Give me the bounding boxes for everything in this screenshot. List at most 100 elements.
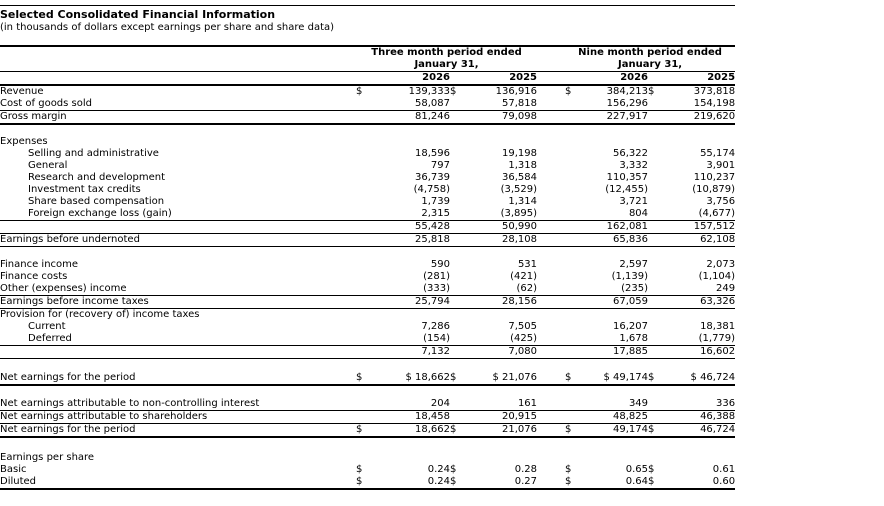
- currency-symbol: $: [565, 372, 580, 386]
- row-label: Other (expenses) income: [0, 283, 356, 296]
- three-month-date-header: January 31,: [356, 59, 538, 72]
- row-value: 16,602: [668, 345, 736, 359]
- column-gap: [537, 410, 566, 424]
- row-value: 58,087: [370, 98, 450, 111]
- currency-symbol: [356, 283, 370, 296]
- column-gap: [537, 259, 565, 271]
- row-value: 384,213: [606, 86, 649, 97]
- row-label: Net earnings attributable to non-control…: [0, 398, 356, 411]
- three-month-period-header: Three month period ended: [371, 47, 522, 58]
- row-value: 1,678: [579, 333, 649, 346]
- currency-symbol: [648, 220, 669, 234]
- row-value: 0.64: [579, 476, 649, 490]
- row-value: 65,836: [579, 233, 649, 247]
- row-value: (3,895): [470, 208, 538, 221]
- currency-symbol: [450, 148, 470, 160]
- row-value: (4,677): [668, 208, 736, 221]
- row-value: 219,620: [668, 110, 736, 125]
- year-column-header: 2025: [470, 71, 538, 86]
- currency-symbol: [450, 271, 470, 283]
- table-row: Cost of goods sold 58,087 57,818 156,296 154…: [0, 98, 736, 111]
- row-value: 62,108: [668, 233, 736, 247]
- currency-symbol: [648, 136, 668, 148]
- column-gap: [537, 333, 566, 346]
- row-value: 2,315: [370, 208, 450, 221]
- row-value: 797: [430, 160, 450, 171]
- row-value: (421): [510, 271, 538, 282]
- column-gap: [537, 110, 566, 125]
- row-value: 531: [517, 259, 538, 270]
- row-label: [0, 345, 356, 359]
- row-value: 55,174: [700, 148, 736, 159]
- row-value: (154): [370, 333, 450, 346]
- row-value: 3,901: [706, 160, 736, 171]
- currency-symbol: [450, 184, 470, 196]
- column-gap: [537, 452, 565, 464]
- table-row: Earnings before income taxes 25,794 28,156…: [0, 295, 736, 309]
- row-value: 804: [579, 208, 649, 221]
- row-value: 79,098: [470, 110, 538, 125]
- currency-symbol: [648, 309, 668, 322]
- row-label: Diluted: [0, 476, 356, 490]
- year-column-header: 2025: [668, 71, 736, 86]
- table-row: Diluted $0.24 $0.27 $0.64 $0.60: [0, 476, 736, 490]
- header-spacer-cell: [0, 71, 356, 86]
- currency-symbol: [648, 208, 669, 221]
- row-value: $ 46,724: [668, 372, 736, 386]
- row-value: [668, 452, 735, 464]
- currency-symbol: [648, 172, 668, 184]
- row-value: 81,246: [370, 110, 450, 125]
- column-gap: [537, 271, 565, 283]
- currency-symbol: [648, 160, 668, 172]
- column-gap: [537, 71, 566, 86]
- table-row: Deferred (154) (425) 1,678 (1,779): [0, 333, 736, 346]
- currency-symbol: [565, 160, 579, 172]
- currency-symbol: [450, 98, 470, 111]
- currency-symbol: [565, 98, 580, 111]
- currency-symbol: [565, 148, 579, 160]
- financial-table: Three month period ended Nine month peri…: [0, 45, 736, 490]
- currency-symbol: [648, 345, 669, 359]
- column-gap: [537, 345, 566, 359]
- table-row: Research and development 36,739 36,584 110,…: [0, 172, 735, 184]
- currency-symbol: [356, 172, 370, 184]
- currency-symbol: [356, 160, 370, 172]
- column-gap: [537, 184, 565, 196]
- currency-symbol: [565, 172, 579, 184]
- table-row: Gross margin 81,246 79,098 227,917 219,620: [0, 110, 736, 125]
- page-title: Selected Consolidated Financial Informat…: [0, 8, 276, 21]
- row-value: 63,326: [668, 295, 736, 309]
- currency-symbol: [450, 233, 470, 247]
- row-value: 36,584: [502, 172, 538, 183]
- row-value: 3,721: [619, 196, 649, 207]
- currency-symbol: [356, 398, 370, 411]
- column-gap: [537, 476, 566, 490]
- currency-symbol: [356, 271, 370, 283]
- table-row: Revenue $139,333 $136,916 $384,213 $373,818: [0, 85, 735, 98]
- table-row: Share based compensation 1,739 1,314 3,721 3…: [0, 196, 735, 208]
- row-value: 227,917: [579, 110, 649, 125]
- currency-symbol: [450, 295, 470, 309]
- row-value: 7,505: [508, 321, 538, 332]
- row-value: 25,794: [370, 295, 450, 309]
- column-gap: [537, 295, 566, 309]
- row-value: 336: [668, 398, 736, 411]
- currency-symbol: $: [450, 476, 470, 490]
- row-value: 136,916: [495, 86, 538, 97]
- table-row: Investment tax credits (4,758) (3,529) (12,…: [0, 184, 735, 196]
- row-value: 67,059: [579, 295, 649, 309]
- currency-symbol: [648, 98, 669, 111]
- row-label: Provision for (recovery of) income taxes: [0, 309, 200, 320]
- section-gap-cell: [0, 385, 735, 398]
- currency-symbol: [565, 110, 580, 125]
- currency-symbol: [648, 184, 668, 196]
- currency-symbol: [565, 208, 580, 221]
- currency-symbol: [565, 295, 580, 309]
- section-gap-cell: [0, 359, 735, 373]
- currency-symbol: $: [648, 476, 669, 490]
- table-row: Foreign exchange loss (gain) 2,315 (3,895)…: [0, 208, 736, 221]
- row-value: [470, 452, 537, 464]
- financial-table-body: Revenue $139,333 $136,916 $384,213 $373,818 C…: [0, 85, 736, 490]
- row-value: 46,724: [668, 423, 736, 438]
- column-gap: [537, 220, 566, 234]
